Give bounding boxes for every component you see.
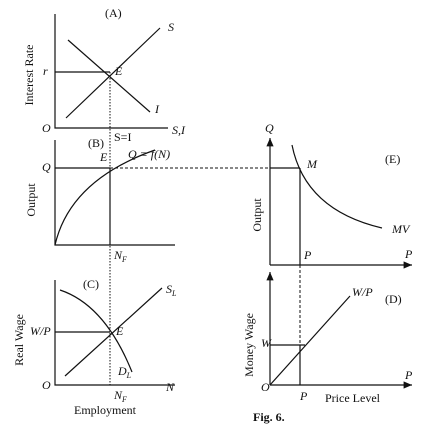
label: Real Wage <box>12 314 26 366</box>
mv-curve <box>291 144 383 229</box>
axis <box>54 280 175 386</box>
saving-line <box>65 27 161 119</box>
label: L <box>171 289 177 298</box>
label: (B) <box>88 136 104 150</box>
wage-price-line <box>269 295 351 386</box>
label: Interest Rate <box>22 45 36 106</box>
label: W <box>261 336 272 350</box>
label: F <box>121 395 127 404</box>
label: Q = f(N) <box>128 147 170 161</box>
label: Output <box>250 198 264 232</box>
label: Q <box>42 160 51 174</box>
label: I <box>154 102 160 116</box>
label: D <box>117 364 127 378</box>
label: N <box>165 380 175 394</box>
label: S <box>166 282 172 296</box>
label: W/P <box>352 285 373 299</box>
label: Employment <box>74 403 137 417</box>
label: O <box>42 378 51 392</box>
label: P <box>404 368 413 382</box>
investment-line <box>67 39 151 113</box>
label: E <box>115 324 124 338</box>
label: N <box>113 248 123 262</box>
label: r <box>43 64 48 78</box>
label: F <box>121 255 127 264</box>
production-curve <box>54 149 156 246</box>
label: P <box>299 389 308 403</box>
label: Output <box>24 183 38 217</box>
label: P <box>303 248 312 262</box>
label: (C) <box>83 277 99 291</box>
labour-demand <box>59 289 133 373</box>
label: DL <box>117 364 132 380</box>
label: NF <box>113 248 127 264</box>
label: MV <box>391 222 411 236</box>
labour-supply <box>64 287 163 377</box>
label: SL <box>166 282 177 298</box>
label: (D) <box>385 292 402 306</box>
axis <box>54 14 168 129</box>
label: N <box>113 388 123 402</box>
label: Fig. 6. <box>253 410 285 424</box>
label: Price Level <box>325 391 381 405</box>
label: (E) <box>385 152 400 166</box>
label: (A) <box>105 6 122 20</box>
label: S=I <box>114 130 131 144</box>
label: Money Wage <box>242 313 256 377</box>
label: E <box>99 150 108 164</box>
label: P <box>404 247 413 261</box>
label: NF <box>113 388 127 404</box>
label: O <box>261 380 270 394</box>
label: Q <box>265 121 274 135</box>
label: S,I <box>172 123 186 137</box>
label: W/P <box>30 324 51 338</box>
label: O <box>42 121 51 135</box>
label: L <box>126 371 132 380</box>
label: S <box>168 20 174 34</box>
label: E <box>114 64 123 78</box>
label: M <box>306 157 318 171</box>
